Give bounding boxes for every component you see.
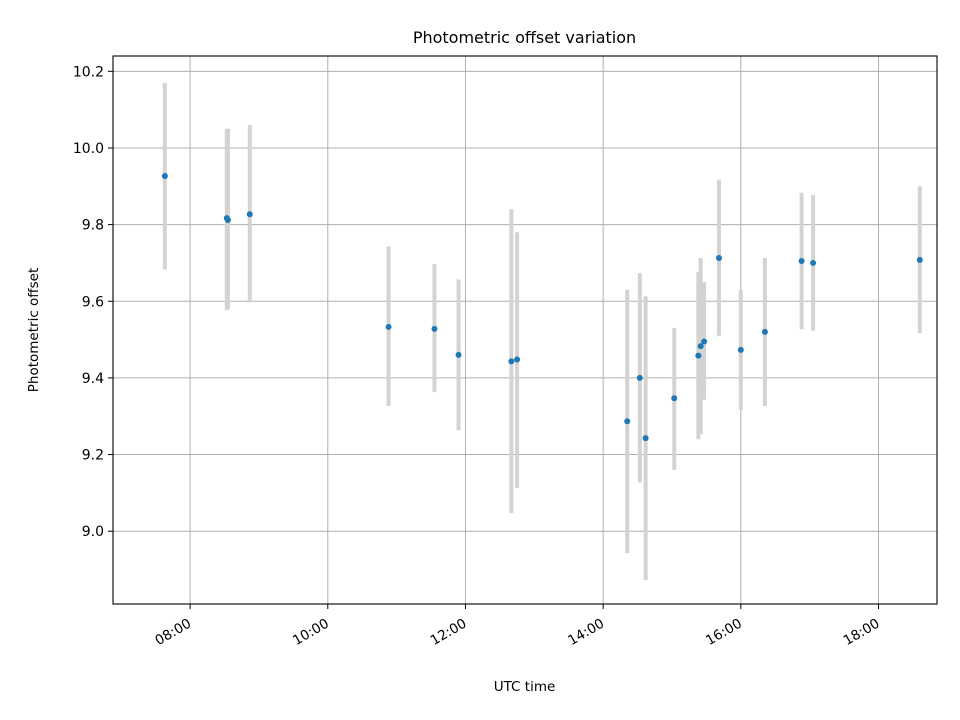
data-point: [624, 418, 631, 425]
y-tick-label: 9.8: [82, 218, 104, 234]
chart-title: Photometric offset variation: [413, 28, 636, 47]
data-point: [636, 374, 643, 381]
y-tick-label: 10.2: [73, 64, 104, 80]
plot-area-frame: [112, 55, 938, 605]
data-point: [916, 256, 923, 263]
y-axis-label: Photometric offset: [26, 268, 42, 392]
data-point: [246, 211, 253, 218]
data-points: [161, 172, 923, 442]
data-point: [224, 217, 231, 224]
data-point: [737, 346, 744, 353]
data-point: [810, 259, 817, 266]
data-point: [642, 435, 649, 442]
data-point: [455, 351, 462, 358]
data-point: [161, 172, 168, 179]
data-point: [701, 338, 708, 345]
data-point: [508, 358, 515, 365]
data-point: [715, 254, 722, 261]
data-point: [798, 258, 805, 265]
data-point: [431, 325, 438, 332]
y-tick-label: 9.2: [82, 448, 104, 464]
y-tick-label: 9.0: [82, 524, 104, 540]
data-point: [671, 395, 678, 402]
y-tick-label: 9.6: [82, 294, 104, 310]
data-point: [761, 328, 768, 335]
x-axis-label: UTC time: [494, 679, 556, 695]
y-axis: 9.0 9.2 9.4 9.6 9.8 10.0 10.2: [73, 64, 113, 540]
y-tick-label: 10.0: [73, 141, 104, 157]
data-point: [697, 343, 704, 350]
data-point: [695, 352, 702, 359]
y-tick-label: 9.4: [82, 371, 104, 387]
data-point: [385, 323, 392, 330]
data-point: [514, 356, 521, 363]
